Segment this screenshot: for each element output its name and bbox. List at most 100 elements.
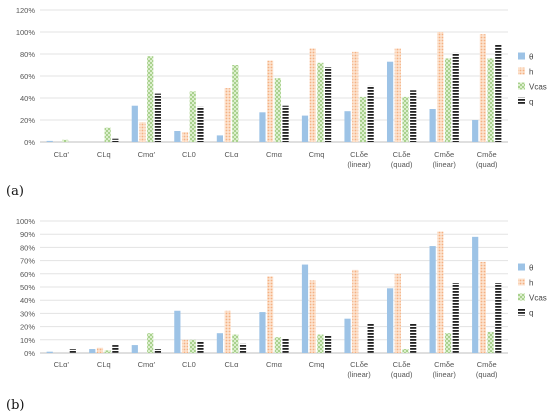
- x-tick-label: Cmδe: [477, 150, 497, 159]
- bar: [216, 333, 224, 353]
- y-tick-label: 60%: [20, 270, 35, 279]
- y-tick-label: 100%: [16, 217, 36, 226]
- bar: [317, 62, 324, 142]
- bar: [487, 331, 494, 353]
- y-tick-label: 20%: [20, 116, 35, 125]
- bar: [96, 347, 104, 353]
- x-tick-label: (linear): [433, 370, 457, 379]
- x-tick-label: Cmq: [309, 150, 325, 159]
- y-tick-label: 0%: [24, 138, 35, 147]
- bar: [197, 341, 204, 353]
- x-tick-label: (linear): [433, 160, 457, 169]
- bar: [274, 337, 281, 353]
- bar: [232, 65, 239, 142]
- bar: [452, 52, 459, 142]
- bar: [267, 60, 274, 142]
- bar: [104, 350, 111, 353]
- bar: [429, 109, 436, 142]
- y-tick-label: 60%: [20, 72, 35, 81]
- y-tick-label: 90%: [20, 230, 35, 239]
- bar: [301, 115, 309, 142]
- bar: [487, 58, 494, 142]
- bar: [352, 269, 359, 353]
- x-tick-label: Cmδe: [434, 150, 454, 159]
- bar: [317, 334, 324, 353]
- x-tick-label: CLα': [54, 150, 70, 159]
- bar: [429, 246, 436, 353]
- x-tick-label: (quad): [476, 160, 498, 169]
- bar: [479, 34, 486, 143]
- bar: [189, 339, 196, 353]
- y-tick-label: 120%: [16, 6, 36, 15]
- legend-swatch: [518, 52, 525, 60]
- x-tick-label: (linear): [347, 370, 371, 379]
- bar: [344, 318, 351, 353]
- x-tick-label: CLα: [224, 360, 239, 369]
- bar: [402, 349, 409, 353]
- bar: [147, 333, 154, 353]
- bar: [495, 44, 502, 142]
- bar: [104, 127, 111, 142]
- bar: [224, 88, 231, 142]
- bar: [174, 310, 181, 353]
- bar: [139, 122, 146, 142]
- bar: [112, 138, 119, 142]
- bar: [472, 120, 479, 142]
- bar: [437, 231, 444, 353]
- bar: [437, 32, 444, 142]
- bar: [444, 333, 452, 353]
- legend-swatch: [518, 293, 525, 301]
- legend-swatch: [518, 263, 525, 271]
- legend-swatch: [518, 67, 525, 75]
- bar: [282, 105, 289, 142]
- legend-label: h: [529, 279, 533, 288]
- panel-label-b: (b): [6, 398, 25, 413]
- x-tick-label: Cmα': [138, 150, 156, 159]
- bar: [479, 261, 486, 353]
- bar: [367, 323, 374, 353]
- chart-panel-b: 0% 10% 20% 30% 40% 50% 60% 70% 80% 90% 100% CLα' CLq…: [16, 217, 547, 379]
- y-tick-label: 10%: [20, 336, 35, 345]
- x-tick-label: Cmα': [138, 360, 156, 369]
- x-tick-label: CLδe: [393, 150, 411, 159]
- x-tick-label: CLδe: [393, 360, 411, 369]
- y-tick-label: 0%: [24, 349, 35, 358]
- x-tick-label: (linear): [347, 160, 371, 169]
- bar: [352, 51, 359, 142]
- x-tick-label: (quad): [391, 160, 413, 169]
- bar: [394, 48, 401, 142]
- bar: [259, 312, 266, 353]
- bar: [89, 349, 96, 353]
- y-tick-label: 20%: [20, 323, 35, 332]
- bar: [274, 78, 281, 142]
- legend-label: h: [529, 68, 533, 77]
- x-tick-label: CLδe: [350, 360, 368, 369]
- x-tick-label: CLq: [97, 150, 111, 159]
- bar: [69, 349, 76, 353]
- bar: [301, 264, 309, 353]
- legend-label: Vcas: [529, 83, 547, 92]
- legend-swatch: [518, 82, 525, 90]
- bar: [197, 106, 204, 142]
- bar: [189, 91, 196, 142]
- bar: [452, 283, 459, 353]
- bar: [154, 93, 162, 142]
- bar: [410, 90, 417, 142]
- bar: [181, 339, 189, 353]
- bar: [46, 351, 53, 353]
- legend-swatch: [518, 278, 525, 286]
- bar: [386, 61, 394, 143]
- legend-swatch: [518, 308, 525, 316]
- x-tick-label: CLα': [54, 360, 70, 369]
- bar: [267, 276, 274, 353]
- bar: [309, 48, 316, 142]
- x-tick-label: Cmδe: [434, 360, 454, 369]
- bar: [386, 288, 394, 353]
- y-tick-label: 100%: [16, 28, 36, 37]
- bar: [154, 349, 162, 353]
- bar: [444, 58, 452, 142]
- bar: [232, 334, 239, 353]
- bar: [131, 345, 138, 353]
